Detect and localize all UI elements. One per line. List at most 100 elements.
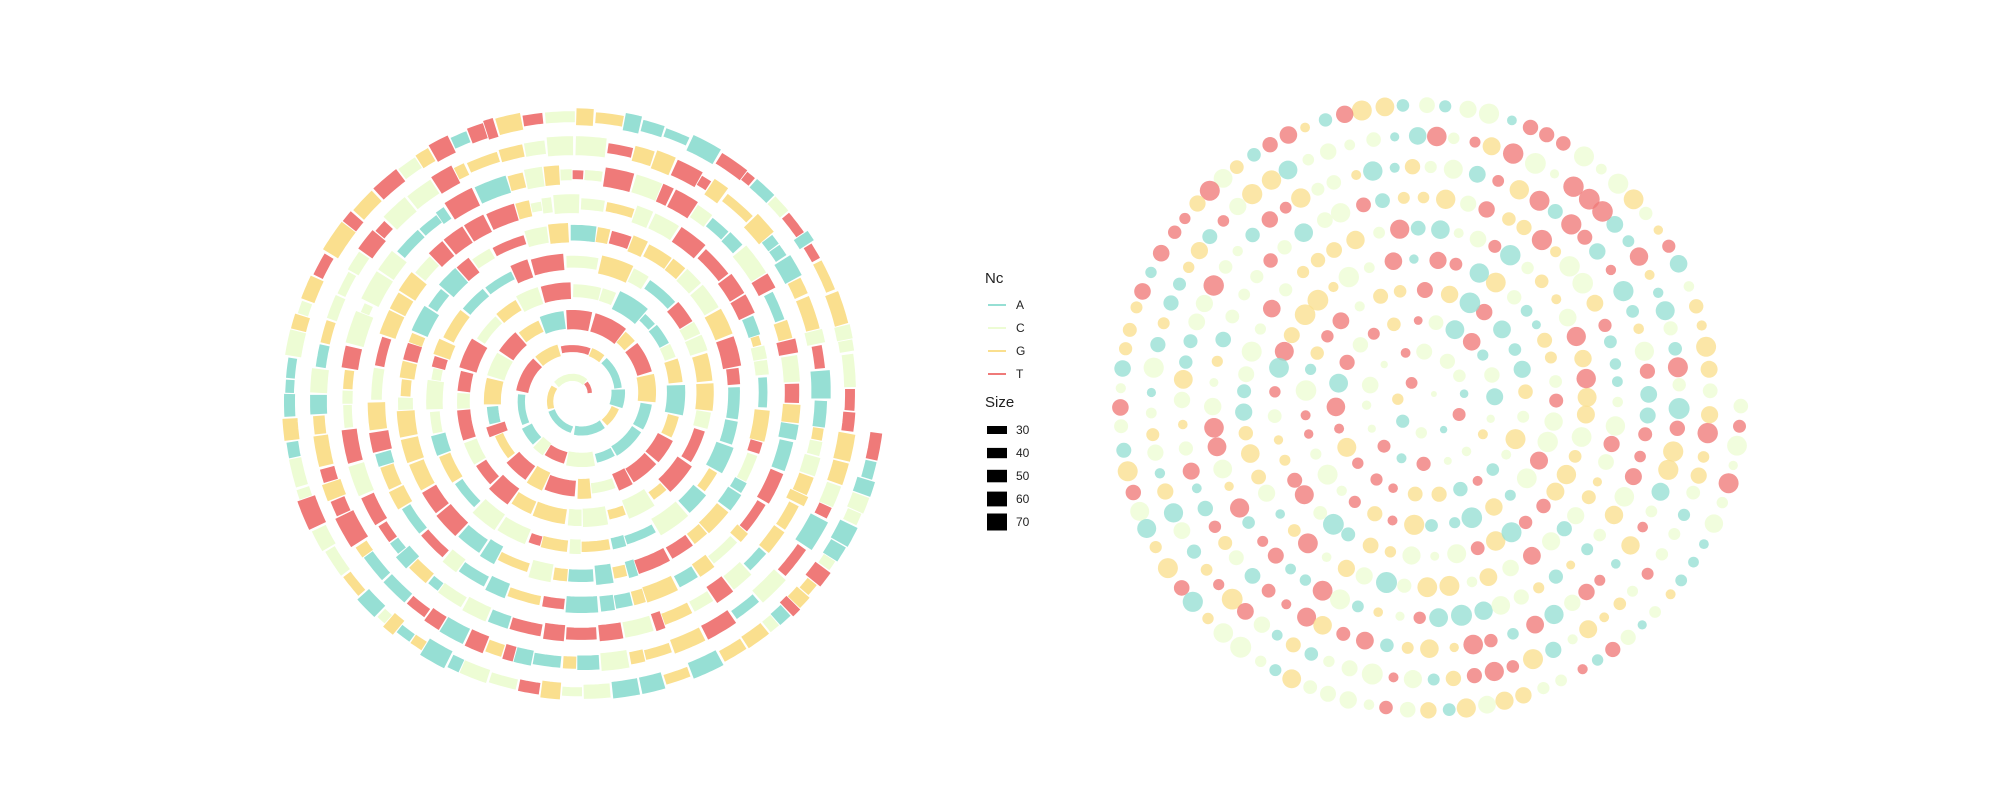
spiral-bubble — [1230, 636, 1252, 658]
spiral-segment — [528, 559, 554, 583]
spiral-bubble — [1344, 139, 1356, 151]
spiral-segment — [562, 656, 577, 669]
spiral-segment — [630, 588, 646, 606]
spiral-bubble — [1366, 132, 1381, 147]
spiral-segment — [424, 608, 447, 630]
spiral-segment — [692, 353, 713, 383]
spiral-bubble — [1321, 552, 1332, 562]
spiral-bubble — [1566, 326, 1586, 347]
spiral-bubble — [1377, 439, 1391, 453]
spiral-segment — [428, 241, 455, 267]
spiral-segment — [565, 627, 597, 640]
spiral-segment — [431, 165, 461, 194]
spiral-segment — [611, 678, 641, 699]
spiral-segment — [742, 315, 761, 338]
spiral-segment — [667, 189, 698, 219]
spiral-segment — [363, 551, 391, 581]
spiral-segment — [398, 157, 422, 180]
spiral-segment — [643, 642, 672, 660]
spiral-segment — [488, 672, 518, 690]
spiral-segment — [609, 389, 626, 409]
spiral-bubble — [1501, 449, 1512, 460]
spiral-bubble — [1456, 698, 1476, 718]
spiral-segment — [648, 213, 679, 241]
spiral-segment — [611, 291, 648, 324]
spiral-bubble — [1352, 457, 1364, 469]
spiral-bubble — [1262, 137, 1278, 153]
spiral-bubble — [1261, 170, 1282, 190]
spiral-bubble — [1515, 687, 1532, 704]
spiral-segment — [697, 468, 718, 492]
spiral-bubble — [1521, 261, 1534, 275]
spiral-bubble — [1548, 569, 1563, 584]
spiral-bubble — [1439, 100, 1452, 113]
spiral-bubble — [1356, 631, 1374, 650]
spiral-segment — [506, 451, 536, 480]
spiral-bubble — [1469, 136, 1481, 148]
spiral-bubble — [1427, 673, 1440, 686]
spiral-segment — [664, 258, 686, 280]
spiral-bubble — [1525, 153, 1546, 174]
spiral-segment — [542, 596, 565, 610]
spiral-bubble — [1269, 386, 1281, 398]
spiral-segment — [462, 288, 490, 315]
spiral-segment — [605, 202, 635, 218]
spiral-segment — [330, 496, 351, 517]
spiral-bubble — [1549, 169, 1560, 179]
spiral-bubble — [1624, 468, 1642, 486]
spiral-bubble — [1397, 191, 1410, 204]
spiral-segment — [621, 489, 655, 519]
spiral-segment — [420, 638, 453, 669]
spiral-bubble — [1533, 582, 1545, 594]
spiral-segment — [507, 172, 527, 192]
spiral-bubble — [1476, 303, 1493, 321]
spiral-bubble — [1520, 304, 1533, 317]
spiral-segment — [722, 193, 753, 223]
spiral-segment — [805, 561, 831, 587]
spiral-segment — [408, 332, 426, 347]
spiral-bubble — [1417, 191, 1430, 204]
spiral-bubble — [1191, 483, 1202, 494]
legend-size-label-70: 70 — [1016, 515, 1030, 529]
spiral-bubble — [1563, 176, 1584, 197]
spiral-bubble — [1645, 505, 1658, 518]
spiral-bubble — [1649, 606, 1661, 618]
spiral-segment — [540, 535, 569, 552]
spiral-bubble — [1668, 528, 1681, 540]
spiral-segment — [661, 602, 693, 625]
spiral-segment — [786, 488, 809, 507]
right-spiral-chart — [1112, 97, 1749, 719]
spiral-segment — [584, 381, 592, 394]
spiral-bubble — [1250, 270, 1264, 284]
spiral-bubble — [1523, 546, 1541, 565]
spiral-bubble — [1278, 160, 1298, 180]
spiral-segment — [566, 309, 593, 332]
spiral-bubble — [1518, 515, 1533, 530]
spiral-segment — [510, 259, 534, 284]
spiral-bubble — [1592, 201, 1613, 222]
spiral-bubble — [1598, 318, 1612, 332]
spiral-segment — [827, 459, 849, 486]
spiral-bubble — [1295, 380, 1317, 401]
spiral-segment — [543, 165, 561, 186]
spiral-segment — [296, 486, 313, 500]
spiral-segment — [459, 338, 488, 373]
spiral-bubble — [1605, 416, 1626, 436]
spiral-segment — [577, 478, 592, 499]
spiral-bubble — [1502, 559, 1519, 577]
spiral-bubble — [1556, 464, 1577, 485]
spiral-segment — [546, 385, 558, 410]
spiral-segment — [456, 257, 480, 282]
spiral-segment — [400, 379, 412, 397]
spiral-segment — [321, 478, 346, 502]
spiral-bubble — [1500, 245, 1521, 266]
spiral-bubble — [1367, 506, 1383, 522]
spiral-segment — [633, 402, 652, 430]
spiral-bubble — [1241, 341, 1262, 362]
spiral-bubble — [1484, 661, 1504, 682]
spiral-bubble — [1410, 220, 1426, 236]
spiral-bubble — [1318, 113, 1333, 127]
spiral-segment — [403, 342, 423, 363]
spiral-bubble — [1208, 520, 1222, 533]
spiral-segment — [819, 481, 842, 508]
